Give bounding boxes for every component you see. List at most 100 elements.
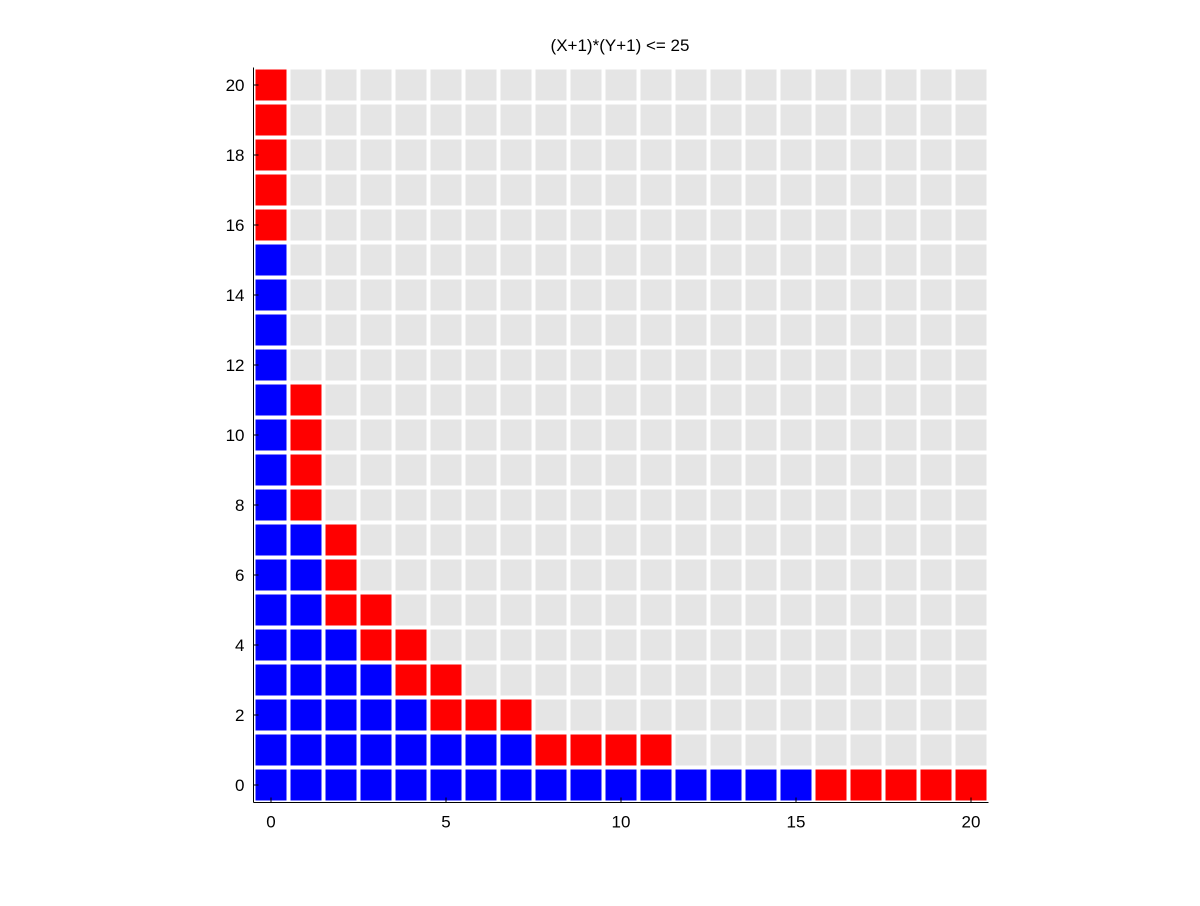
cell-empty	[745, 419, 777, 451]
cell-empty	[640, 279, 672, 311]
cell-empty	[745, 314, 777, 346]
cell-empty	[500, 489, 532, 521]
cell-blue	[360, 664, 392, 696]
cell-empty	[465, 279, 497, 311]
cell-red	[850, 769, 882, 801]
cell-empty	[885, 629, 917, 661]
cell-empty	[605, 419, 637, 451]
cell-empty	[850, 699, 882, 731]
cell-empty	[675, 314, 707, 346]
cell-empty	[640, 349, 672, 381]
cell-blue	[255, 244, 287, 276]
cell-empty	[675, 524, 707, 556]
cell-empty	[465, 594, 497, 626]
cell-empty	[710, 279, 742, 311]
cell-empty	[745, 699, 777, 731]
cell-empty	[290, 349, 322, 381]
cell-empty	[535, 559, 567, 591]
cell-empty	[780, 734, 812, 766]
cell-empty	[605, 699, 637, 731]
cell-empty	[745, 174, 777, 206]
cell-empty	[955, 279, 987, 311]
cell-empty	[640, 594, 672, 626]
cell-empty	[920, 104, 952, 136]
cell-empty	[780, 314, 812, 346]
cell-empty	[500, 104, 532, 136]
cell-empty	[360, 454, 392, 486]
cell-empty	[710, 629, 742, 661]
cell-empty	[395, 244, 427, 276]
cell-red	[255, 104, 287, 136]
cell-blue	[255, 629, 287, 661]
cell-empty	[675, 384, 707, 416]
cell-blue	[255, 524, 287, 556]
cell-empty	[745, 384, 777, 416]
cell-blue	[255, 559, 287, 591]
cell-empty	[535, 279, 567, 311]
cell-empty	[815, 314, 847, 346]
cell-empty	[570, 209, 602, 241]
cell-empty	[920, 69, 952, 101]
cell-empty	[465, 559, 497, 591]
cell-empty	[850, 279, 882, 311]
cell-empty	[955, 454, 987, 486]
cell-empty	[535, 209, 567, 241]
cell-empty	[640, 524, 672, 556]
cell-empty	[465, 104, 497, 136]
cell-red	[920, 769, 952, 801]
cell-empty	[815, 629, 847, 661]
cell-red	[815, 769, 847, 801]
cell-blue	[255, 314, 287, 346]
cell-empty	[885, 209, 917, 241]
cell-empty	[570, 384, 602, 416]
cell-blue	[255, 734, 287, 766]
cell-empty	[500, 174, 532, 206]
cell-empty	[885, 349, 917, 381]
cell-empty	[535, 384, 567, 416]
x-tick-label: 5	[441, 813, 450, 832]
cell-empty	[640, 209, 672, 241]
cell-empty	[605, 69, 637, 101]
cell-empty	[885, 594, 917, 626]
cell-empty	[430, 104, 462, 136]
cell-empty	[500, 524, 532, 556]
cell-empty	[710, 139, 742, 171]
cell-empty	[570, 174, 602, 206]
cell-empty	[290, 69, 322, 101]
x-tick-label: 20	[962, 813, 981, 832]
cell-empty	[745, 734, 777, 766]
cell-empty	[465, 349, 497, 381]
cell-empty	[500, 244, 532, 276]
cell-empty	[955, 384, 987, 416]
cell-empty	[780, 454, 812, 486]
cell-blue	[290, 559, 322, 591]
cell-empty	[780, 69, 812, 101]
axes-layer: 0 5 10 15 20 0 2 4 6 8 10 12 14 16 18 20	[226, 67, 989, 832]
cell-empty	[640, 419, 672, 451]
cell-empty	[605, 139, 637, 171]
y-tick-label: 14	[226, 286, 245, 305]
cell-empty	[745, 629, 777, 661]
cell-blue	[255, 384, 287, 416]
cell-empty	[500, 419, 532, 451]
cell-empty	[430, 454, 462, 486]
cell-empty	[640, 699, 672, 731]
cell-empty	[815, 244, 847, 276]
cell-empty	[920, 244, 952, 276]
cell-blue	[465, 769, 497, 801]
cell-red	[255, 69, 287, 101]
cell-empty	[535, 349, 567, 381]
cell-empty	[745, 244, 777, 276]
y-tick-label: 20	[226, 76, 245, 95]
cell-empty	[325, 384, 357, 416]
cell-empty	[745, 454, 777, 486]
cell-red	[430, 699, 462, 731]
cell-empty	[500, 349, 532, 381]
y-tick-label: 8	[235, 496, 244, 515]
cell-blue	[500, 769, 532, 801]
cell-empty	[500, 559, 532, 591]
cell-empty	[710, 734, 742, 766]
cell-empty	[780, 699, 812, 731]
cell-empty	[360, 349, 392, 381]
cell-empty	[605, 244, 637, 276]
